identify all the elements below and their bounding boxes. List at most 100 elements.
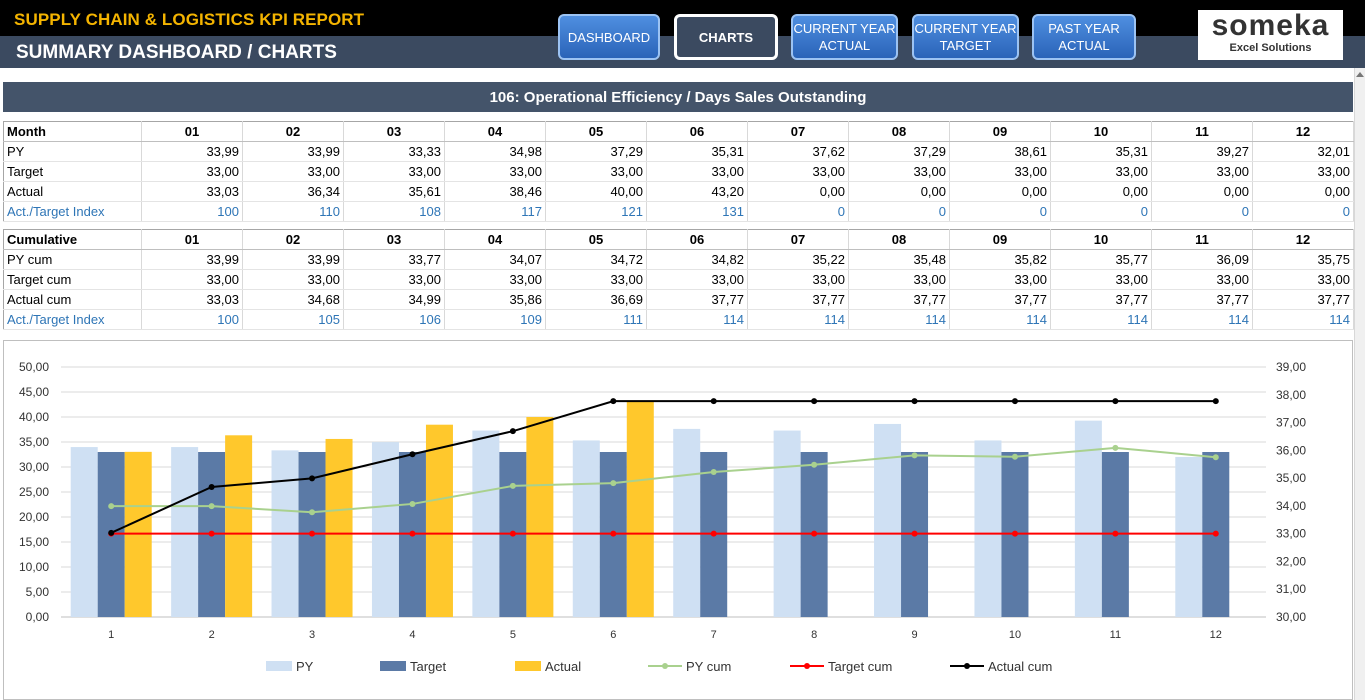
table-cell[interactable]: 0: [949, 201, 1051, 222]
table-cell[interactable]: 114: [747, 309, 849, 330]
table-cell[interactable]: 108: [343, 201, 445, 222]
table-cell[interactable]: 0: [747, 201, 849, 222]
table-cell[interactable]: 35,86: [444, 289, 546, 310]
table-cell[interactable]: 39,27: [1151, 141, 1253, 162]
table-cell[interactable]: 0,00: [747, 181, 849, 202]
table-cell[interactable]: 35,77: [1050, 249, 1152, 270]
table-cell[interactable]: 0: [1050, 201, 1152, 222]
table-cell[interactable]: 33,03: [141, 181, 243, 202]
table-cell[interactable]: 33,00: [141, 161, 243, 182]
table-cell[interactable]: 36,69: [545, 289, 647, 310]
table-cell[interactable]: 33,00: [747, 269, 849, 290]
table-cell[interactable]: 114: [1050, 309, 1152, 330]
table-cell[interactable]: 0,00: [949, 181, 1051, 202]
current-year-actual-button[interactable]: CURRENT YEAR ACTUAL: [791, 14, 898, 60]
table-cell[interactable]: 33,00: [1151, 161, 1253, 182]
table-cell[interactable]: 33,00: [141, 269, 243, 290]
table-cell[interactable]: 114: [1252, 309, 1354, 330]
table-cell[interactable]: 43,20: [646, 181, 748, 202]
table-cell[interactable]: 114: [646, 309, 748, 330]
table-cell[interactable]: 33,33: [343, 141, 445, 162]
table-cell[interactable]: 33,99: [242, 141, 344, 162]
table-cell[interactable]: 37,77: [747, 289, 849, 310]
table-cell[interactable]: 38,46: [444, 181, 546, 202]
table-cell[interactable]: 34,82: [646, 249, 748, 270]
table-cell[interactable]: 34,07: [444, 249, 546, 270]
table-cell[interactable]: 37,29: [848, 141, 950, 162]
vertical-scrollbar[interactable]: [1354, 68, 1365, 700]
table-cell[interactable]: 37,77: [1050, 289, 1152, 310]
table-cell[interactable]: 117: [444, 201, 546, 222]
dashboard-button[interactable]: DASHBOARD: [558, 14, 660, 60]
table-cell[interactable]: 40,00: [545, 181, 647, 202]
table-cell[interactable]: 33,00: [646, 161, 748, 182]
table-cell[interactable]: 33,00: [949, 269, 1051, 290]
table-cell[interactable]: 0,00: [1151, 181, 1253, 202]
table-cell[interactable]: 37,77: [1151, 289, 1253, 310]
table-cell[interactable]: 35,48: [848, 249, 950, 270]
table-cell[interactable]: 35,75: [1252, 249, 1354, 270]
table-cell[interactable]: 32,01: [1252, 141, 1354, 162]
table-cell[interactable]: 33,00: [343, 161, 445, 182]
table-cell[interactable]: 36,09: [1151, 249, 1253, 270]
table-cell[interactable]: 37,77: [848, 289, 950, 310]
table-cell[interactable]: 0: [1252, 201, 1354, 222]
past-year-actual-button[interactable]: PAST YEAR ACTUAL: [1032, 14, 1136, 60]
table-cell[interactable]: 37,62: [747, 141, 849, 162]
table-cell[interactable]: 35,61: [343, 181, 445, 202]
table-cell[interactable]: 34,68: [242, 289, 344, 310]
charts-button[interactable]: CHARTS: [674, 14, 778, 60]
table-cell[interactable]: 33,77: [343, 249, 445, 270]
table-cell[interactable]: 109: [444, 309, 546, 330]
table-cell[interactable]: 33,99: [141, 249, 243, 270]
table-cell[interactable]: 100: [141, 201, 243, 222]
table-cell[interactable]: 34,99: [343, 289, 445, 310]
table-cell[interactable]: 37,29: [545, 141, 647, 162]
table-cell[interactable]: 114: [949, 309, 1051, 330]
table-cell[interactable]: 131: [646, 201, 748, 222]
table-cell[interactable]: 37,77: [949, 289, 1051, 310]
table-cell[interactable]: 33,00: [343, 269, 445, 290]
scroll-up-arrow-icon[interactable]: [1356, 72, 1364, 77]
table-cell[interactable]: 38,61: [949, 141, 1051, 162]
table-cell[interactable]: 100: [141, 309, 243, 330]
table-cell[interactable]: 35,82: [949, 249, 1051, 270]
table-cell[interactable]: 33,00: [1151, 269, 1253, 290]
table-cell[interactable]: 33,00: [1050, 269, 1152, 290]
table-cell[interactable]: 114: [848, 309, 950, 330]
table-cell[interactable]: 33,00: [949, 161, 1051, 182]
table-cell[interactable]: 33,99: [242, 249, 344, 270]
table-cell[interactable]: 114: [1151, 309, 1253, 330]
table-cell[interactable]: 33,00: [545, 161, 647, 182]
table-cell[interactable]: 33,00: [1050, 161, 1152, 182]
table-cell[interactable]: 34,72: [545, 249, 647, 270]
table-cell[interactable]: 33,00: [1252, 269, 1354, 290]
table-cell[interactable]: 0: [848, 201, 950, 222]
table-cell[interactable]: 33,00: [646, 269, 748, 290]
table-cell[interactable]: 0: [1151, 201, 1253, 222]
table-cell[interactable]: 106: [343, 309, 445, 330]
table-cell[interactable]: 33,00: [848, 161, 950, 182]
table-cell[interactable]: 33,00: [444, 161, 546, 182]
table-cell[interactable]: 33,03: [141, 289, 243, 310]
table-cell[interactable]: 35,31: [646, 141, 748, 162]
table-cell[interactable]: 34,98: [444, 141, 546, 162]
table-cell[interactable]: 33,99: [141, 141, 243, 162]
table-cell[interactable]: 33,00: [848, 269, 950, 290]
table-cell[interactable]: 121: [545, 201, 647, 222]
table-cell[interactable]: 0,00: [848, 181, 950, 202]
table-cell[interactable]: 37,77: [646, 289, 748, 310]
table-cell[interactable]: 33,00: [545, 269, 647, 290]
table-cell[interactable]: 0,00: [1050, 181, 1152, 202]
table-cell[interactable]: 111: [545, 309, 647, 330]
table-cell[interactable]: 33,00: [1252, 161, 1354, 182]
table-cell[interactable]: 36,34: [242, 181, 344, 202]
table-cell[interactable]: 105: [242, 309, 344, 330]
table-cell[interactable]: 37,77: [1252, 289, 1354, 310]
table-cell[interactable]: 33,00: [747, 161, 849, 182]
table-cell[interactable]: 0,00: [1252, 181, 1354, 202]
table-cell[interactable]: 33,00: [242, 269, 344, 290]
table-cell[interactable]: 33,00: [242, 161, 344, 182]
table-cell[interactable]: 35,22: [747, 249, 849, 270]
table-cell[interactable]: 33,00: [444, 269, 546, 290]
